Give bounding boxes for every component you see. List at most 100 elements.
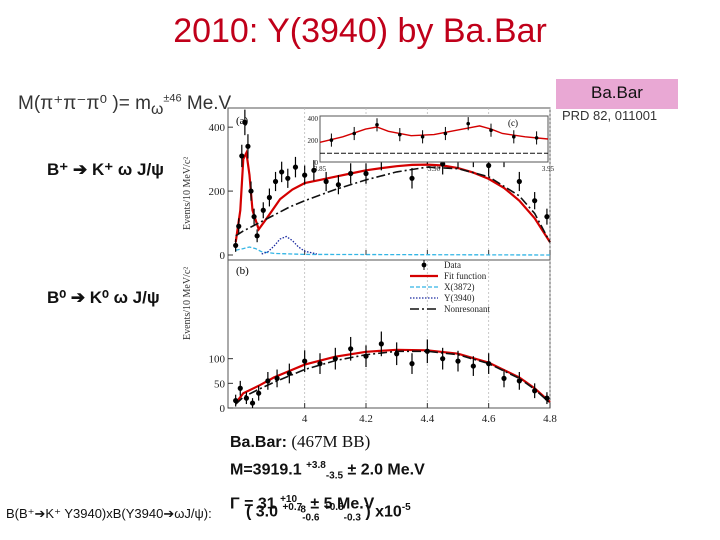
data-point — [470, 363, 476, 369]
data-point — [251, 214, 257, 220]
inset-data-point — [466, 121, 471, 126]
legend-label-nonresonant: Nonresonant — [444, 304, 490, 314]
data-point — [233, 242, 239, 249]
mass-stat-down: -3.5 — [325, 470, 344, 482]
inset-c-label: (c) — [508, 118, 518, 128]
decay-mode-charged: B⁺ ➔ K⁺ ω J/ψ — [47, 160, 164, 179]
inset-fit-line — [319, 125, 549, 143]
data-point — [335, 182, 341, 188]
experiment-label-box: Ba.Bar — [556, 79, 678, 109]
branching-fraction-label: B(B⁺➔K⁺ Y3940)xB(Y3940➔ωJ/ψ): — [6, 506, 212, 521]
y-tick-label: 50 — [214, 378, 226, 390]
mass-constraint: M(π⁺π⁻π⁰ )= mω±46 Me.V — [18, 92, 231, 119]
x-tick-label: 4.6 — [482, 413, 496, 425]
omega-subscript: ω — [150, 100, 164, 118]
data-point — [311, 167, 317, 173]
data-point — [272, 178, 279, 185]
data-point — [486, 162, 492, 169]
data-point — [256, 390, 262, 396]
data-point — [266, 194, 272, 201]
data-point — [279, 169, 285, 175]
data-point — [440, 356, 446, 362]
data-point — [260, 207, 266, 213]
data-point — [486, 361, 492, 367]
width-stat-down: -8 — [297, 504, 306, 516]
y-tick-label: 200 — [209, 186, 226, 198]
y-tick-label: 400 — [209, 122, 226, 134]
data-point — [323, 178, 329, 185]
data-point — [249, 400, 256, 406]
data-point — [317, 361, 323, 367]
results-header: Ba.Bar: (467M BB) — [230, 430, 425, 454]
results-sample-size: (467M BB) — [291, 432, 371, 451]
decay-mode-neutral: B⁰ ➔ K⁰ ω J/ψ — [47, 288, 160, 307]
data-point — [516, 378, 522, 384]
data-point — [243, 395, 249, 401]
mass-unit: Me.V — [181, 93, 232, 114]
legend-label-y-3940: Y(3940) — [444, 293, 475, 303]
legend-label-fit-function: Fit function — [444, 271, 487, 281]
mass-tolerance: ±46 — [163, 92, 182, 105]
y-tick-label: 0 — [220, 250, 226, 262]
data-point — [455, 358, 461, 364]
panel-b-label: (b) — [236, 265, 249, 277]
series-line-x-3872 — [235, 246, 551, 256]
inset-data-point — [512, 135, 516, 139]
series-line-y-3940 — [261, 235, 318, 255]
bf-stat-up: +0.7 — [282, 502, 303, 513]
inset-x-tick-label: 3.95 — [542, 165, 555, 173]
inset-data-point — [420, 135, 425, 139]
data-point — [348, 170, 354, 177]
bf-stat-down: -0.6 — [302, 512, 320, 524]
branching-fraction-value: ( 3.0 +0.7-0.6 +0.5-0.3 ) x10-5 — [246, 502, 411, 524]
data-point — [274, 375, 280, 381]
data-point — [363, 353, 369, 359]
inset-y-tick-label: 200 — [308, 137, 319, 145]
data-point — [501, 375, 507, 381]
inset-c-plot: (c) 3.85 3.90 3.95 0 200 400 — [308, 115, 555, 173]
bf-syst-down: -0.3 — [343, 512, 361, 524]
panel-b-frame — [227, 259, 551, 409]
inset-x-tick-label: 3.85 — [314, 165, 327, 173]
data-point — [254, 233, 260, 239]
data-point — [248, 188, 254, 194]
bf-close: ) x10 — [360, 503, 402, 521]
data-point — [532, 198, 538, 204]
mass-constraint-prefix: M(π⁺π⁻π⁰ )= m — [18, 93, 151, 114]
data-point — [332, 356, 338, 362]
bf-exponent: -5 — [401, 502, 411, 513]
inset-x-tick-label: 3.90 — [428, 165, 441, 173]
fit-results: Ba.Bar: (467M BB) M=3919.1 +3.8-3.5 ± 2.… — [230, 430, 425, 521]
data-point — [302, 172, 308, 178]
width-systematic: ± 5 Me.V — [305, 494, 375, 512]
width-value: Γ = 31 — [230, 494, 281, 512]
width-stat-up: +10 — [280, 493, 298, 505]
inset-data-point — [375, 122, 379, 127]
x-tick-label: 4 — [302, 413, 308, 425]
data-point — [516, 178, 522, 185]
inset-data-point — [489, 128, 493, 133]
panel-b-plot: 4 4.2 4.4 4.6 4.8 0 50 100 — [209, 260, 557, 425]
data-point — [424, 348, 430, 354]
data-point — [394, 351, 400, 357]
data-point — [233, 398, 239, 404]
mass-systematic: ± 2.0 Me.V — [343, 461, 425, 479]
panel-a-y-axis-title: Events/10 MeV/c² — [182, 157, 193, 230]
data-point — [302, 358, 308, 364]
data-point — [292, 164, 299, 170]
data-point — [245, 143, 251, 149]
inset-data-point — [534, 136, 539, 140]
inset-data-point — [443, 131, 448, 136]
inset-c-frame — [319, 115, 549, 163]
x-tick-label: 4.2 — [359, 413, 373, 425]
panel-a-plot: 0 200 400 — [209, 108, 551, 262]
inset-data-point — [398, 132, 402, 137]
data-point — [544, 395, 550, 401]
mass-value: M=3919.1 — [230, 461, 307, 479]
bf-syst-up: +0.5 — [323, 502, 344, 513]
data-point — [236, 223, 242, 229]
data-point — [363, 170, 369, 177]
mass-stat-up: +3.8 — [306, 460, 326, 471]
reference-citation: PRD 82, 011001 — [562, 108, 658, 123]
